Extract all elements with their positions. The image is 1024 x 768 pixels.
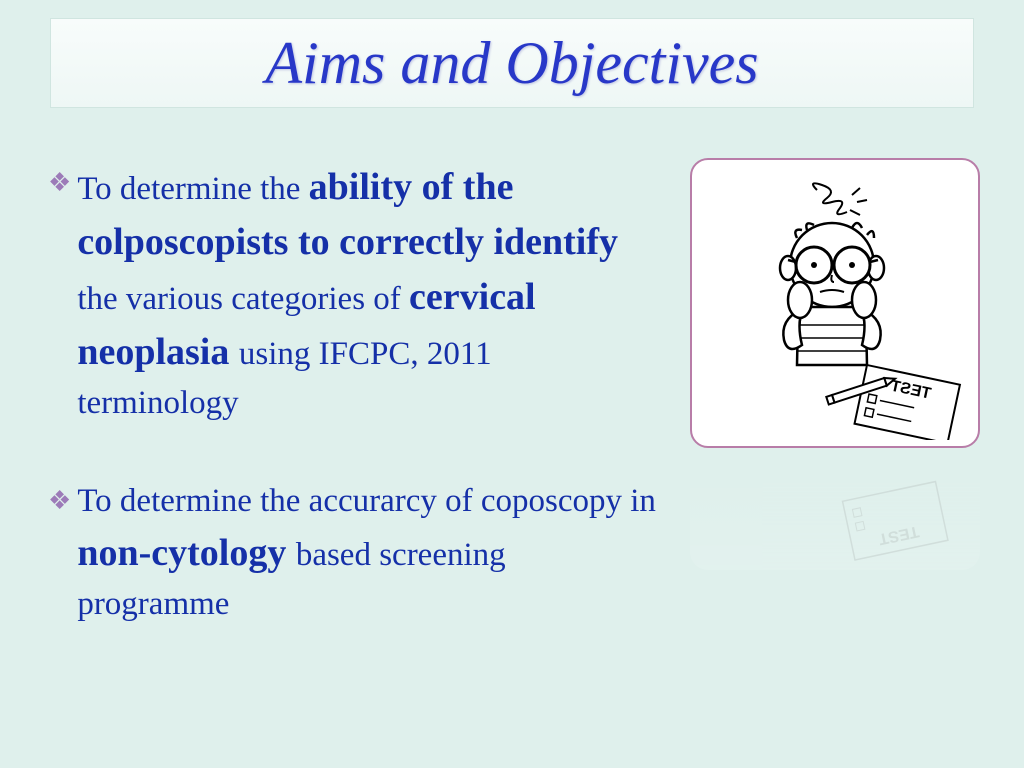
title-bar: Aims and Objectives — [50, 18, 974, 108]
thinking-student-cartoon-icon: TEST — [702, 170, 972, 440]
text-segment: To determine the — [77, 171, 308, 207]
diamond-bullet-icon: ❖ — [48, 168, 71, 198]
text-segment: To determine the accurarcy of coposcopy … — [77, 483, 656, 519]
text-segment: the various categories of — [77, 281, 409, 317]
svg-text:TEST: TEST — [877, 522, 921, 547]
bullet-item-1: ❖ To determine the ability of the colpos… — [48, 160, 658, 428]
bullet-item-2: ❖ To determine the accurarcy of coposcop… — [48, 478, 658, 629]
content-area: ❖ To determine the ability of the colpos… — [48, 160, 658, 679]
reflection-icon: TEST — [690, 450, 980, 570]
text-bold: non-cytology — [77, 532, 296, 574]
illustration-box: TEST — [690, 158, 980, 448]
diamond-bullet-icon: ❖ — [48, 486, 71, 516]
slide-title: Aims and Objectives — [265, 29, 758, 98]
bullet-text-1: To determine the ability of the colposco… — [77, 160, 658, 428]
bullet-text-2: To determine the accurarcy of coposcopy … — [77, 478, 658, 629]
illustration-reflection: TEST — [690, 450, 980, 570]
